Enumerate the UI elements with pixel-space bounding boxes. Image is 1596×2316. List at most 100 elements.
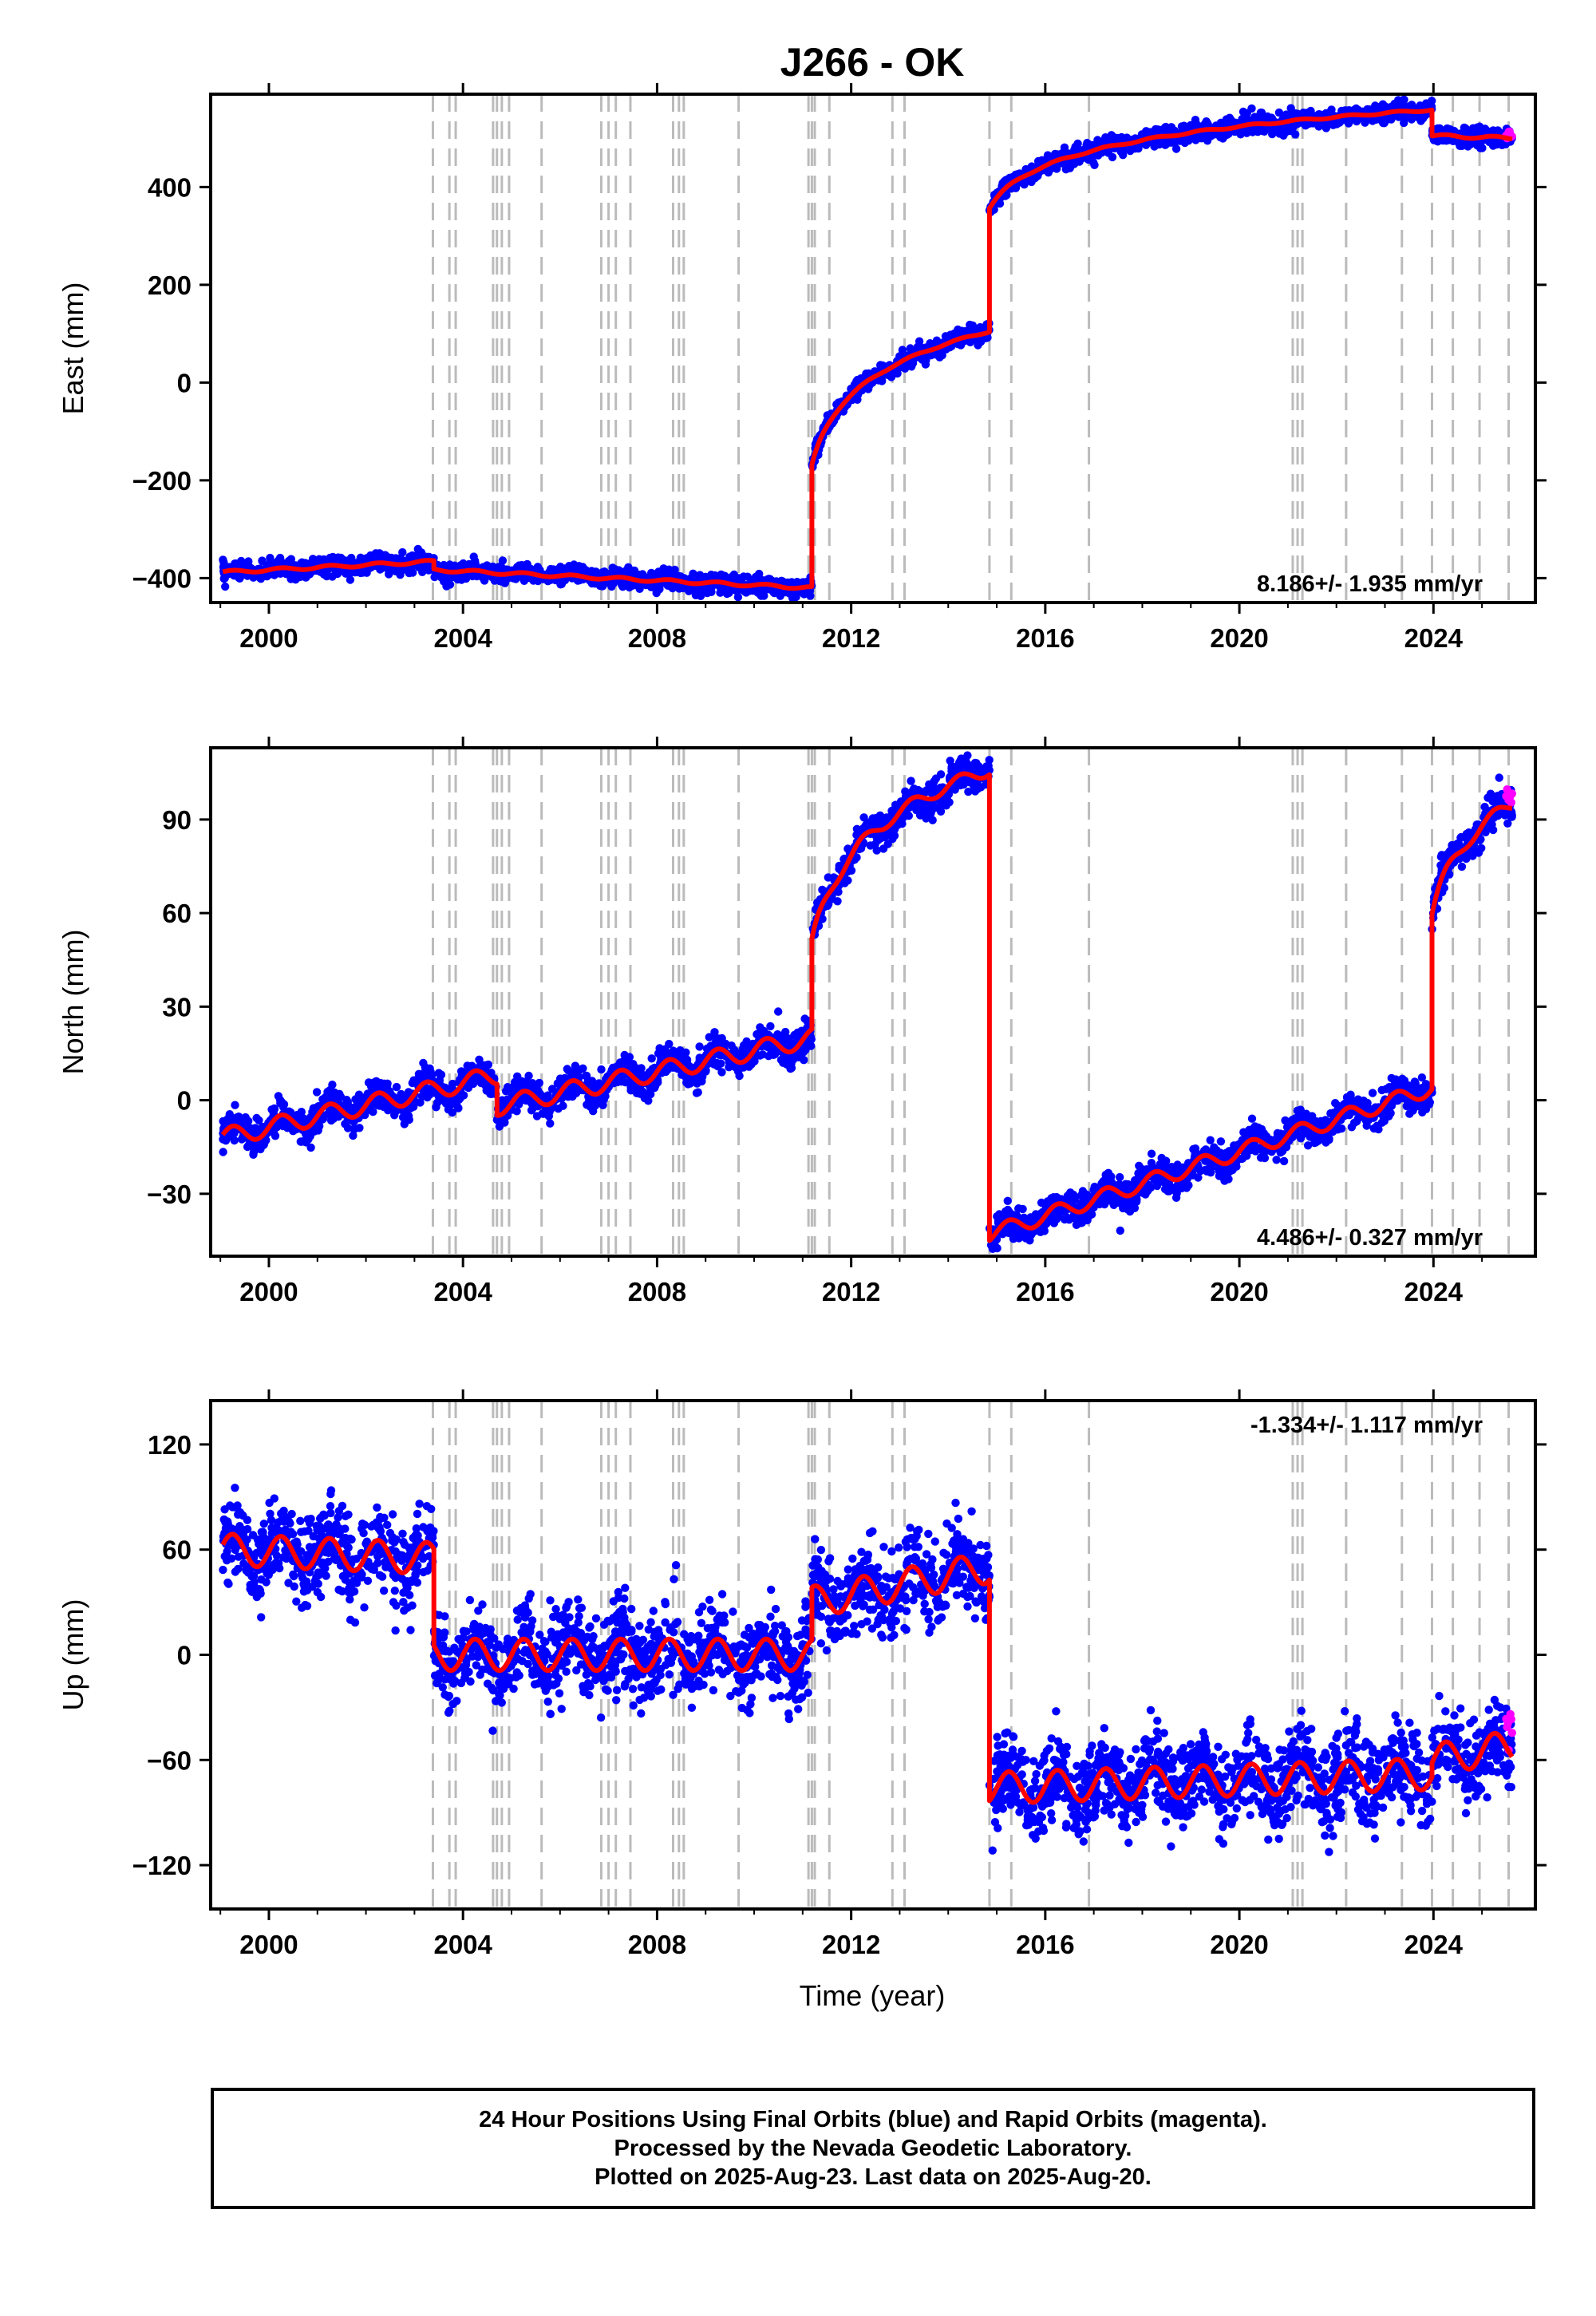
data-point [387, 553, 396, 563]
data-point [1314, 122, 1323, 131]
data-point [409, 1076, 418, 1085]
data-point [583, 1101, 591, 1109]
data-point [1493, 126, 1503, 135]
data-point [1046, 164, 1055, 173]
data-point [772, 587, 780, 595]
data-point [312, 1088, 322, 1097]
data-point [1282, 128, 1290, 136]
data-point [1197, 131, 1207, 140]
data-point [221, 582, 230, 591]
x-tick-label: 2000 [239, 623, 298, 653]
data-point [396, 1095, 405, 1104]
data-point [766, 1022, 775, 1031]
data-point [456, 561, 465, 570]
data-point [442, 582, 451, 591]
data-point [428, 1070, 437, 1080]
data-point [398, 547, 407, 557]
event-lines [431, 94, 1511, 603]
data-point [330, 1088, 339, 1097]
data-point [286, 575, 295, 583]
data-point [413, 551, 422, 559]
data-point [453, 1103, 463, 1112]
data-point [662, 1067, 670, 1077]
chart-title: J266 - OK [780, 40, 965, 85]
y-tick-label: −400 [132, 563, 192, 593]
data-point [285, 1107, 294, 1116]
data-point [1083, 138, 1092, 148]
data-point [788, 594, 797, 603]
data-point [341, 1120, 350, 1128]
x-tick-label: 2012 [822, 623, 880, 653]
data-point [538, 1109, 547, 1118]
data-point [366, 551, 375, 560]
data-point [647, 1054, 656, 1063]
data-point [784, 578, 792, 587]
data-point [448, 1108, 456, 1117]
data-point [351, 1095, 360, 1104]
data-point [646, 1089, 655, 1099]
data-point [500, 1097, 509, 1105]
data-point [342, 1096, 351, 1105]
data-point [559, 1101, 567, 1110]
data-point [1460, 123, 1469, 132]
data-point [739, 572, 748, 581]
data-point [219, 555, 227, 564]
data-point [618, 583, 627, 591]
data-point [575, 1065, 584, 1074]
data-point [625, 583, 634, 592]
data-point [688, 1076, 697, 1085]
data-point [232, 1113, 241, 1122]
final-orbit-points [219, 95, 1517, 603]
data-point [1252, 113, 1261, 122]
data-point [421, 1070, 430, 1079]
data-point [509, 574, 518, 583]
data-point [1073, 139, 1082, 148]
data-point [1354, 105, 1363, 115]
data-point [370, 1078, 379, 1087]
data-point [267, 1105, 276, 1114]
data-point [1192, 120, 1201, 128]
data-point [1101, 133, 1110, 142]
data-point [328, 1081, 337, 1089]
data-point [432, 1103, 440, 1112]
data-point [532, 564, 542, 573]
data-point [717, 1034, 726, 1043]
data-point [259, 1140, 268, 1149]
data-point [346, 575, 355, 584]
x-tick-label: 2016 [1016, 623, 1074, 653]
data-point [548, 565, 557, 575]
data-point [418, 567, 427, 576]
data-point [357, 1096, 366, 1105]
data-point [559, 576, 568, 586]
data-point [709, 1031, 718, 1040]
data-point [231, 1101, 239, 1109]
data-point [342, 569, 350, 578]
data-point [727, 1041, 736, 1050]
data-point [587, 1077, 597, 1085]
data-point [693, 1088, 702, 1097]
x-tick-label: 2020 [1210, 623, 1268, 653]
data-point [392, 1082, 401, 1092]
data-point [781, 1027, 790, 1037]
data-point [515, 561, 523, 570]
data-point [1321, 124, 1331, 132]
data-point [219, 1148, 227, 1156]
y-tick-label: −200 [132, 466, 192, 496]
data-point [513, 1076, 522, 1085]
y-tick-label: 0 [177, 368, 192, 397]
data-point [760, 1027, 768, 1037]
data-point [1274, 108, 1284, 117]
data-point [681, 1048, 690, 1057]
data-point [402, 1110, 411, 1119]
data-point [225, 1110, 234, 1119]
data-point [969, 324, 978, 333]
data-point [741, 588, 751, 597]
data-point [668, 583, 677, 593]
data-point [597, 1065, 606, 1074]
data-point [1327, 105, 1336, 114]
x-tick-label: 2008 [628, 623, 686, 653]
data-point [764, 1043, 772, 1052]
data-point [1345, 116, 1355, 124]
